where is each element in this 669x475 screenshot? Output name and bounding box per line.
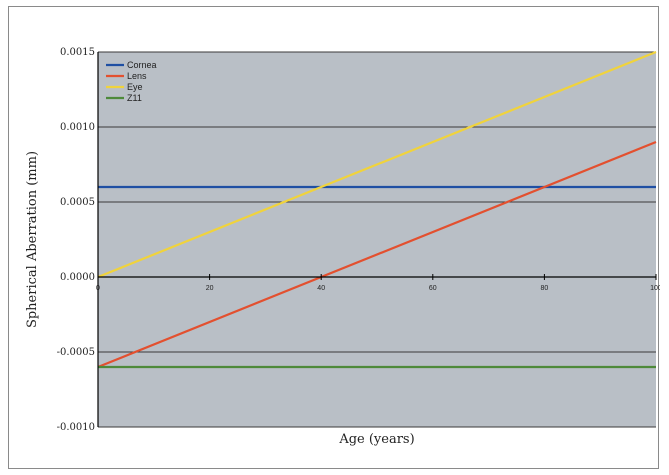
x-tick-label: 20	[206, 285, 214, 292]
x-tick-label: 80	[541, 285, 549, 292]
spherical-aberration-chart: -0.0010 -0.0005 0.0000 0.0005 0.0010 0.0015 0 2…	[25, 47, 660, 447]
plot-area	[98, 52, 656, 427]
chart-frame: -0.0010 -0.0005 0.0000 0.0005 0.0010 0.0015 0 2…	[8, 6, 660, 469]
x-tick-label: 60	[429, 285, 437, 292]
y-axis-label: Spherical Aberration (mm)	[25, 151, 40, 328]
y-tick-label: -0.0005	[57, 347, 95, 358]
x-tick-label: 100	[650, 285, 660, 292]
x-tick-label: 0	[96, 285, 100, 292]
y-tick-label: 0.0005	[60, 197, 95, 208]
legend-label-z11: Z11	[127, 93, 142, 103]
legend-label-eye: Eye	[127, 82, 143, 92]
y-tick-label: -0.0010	[57, 422, 95, 433]
x-tick-label: 40	[317, 285, 325, 292]
y-tick-label: 0.0010	[60, 122, 95, 133]
legend-label-lens: Lens	[127, 71, 147, 81]
series-line-lens	[97, 140, 657, 369]
legend-label-cornea: Cornea	[127, 60, 157, 70]
x-axis-label: Age (years)	[338, 432, 414, 447]
y-tick-label: 0.0000	[60, 272, 95, 283]
y-tick-label: 0.0015	[60, 47, 95, 58]
series-line-eye	[97, 50, 657, 279]
